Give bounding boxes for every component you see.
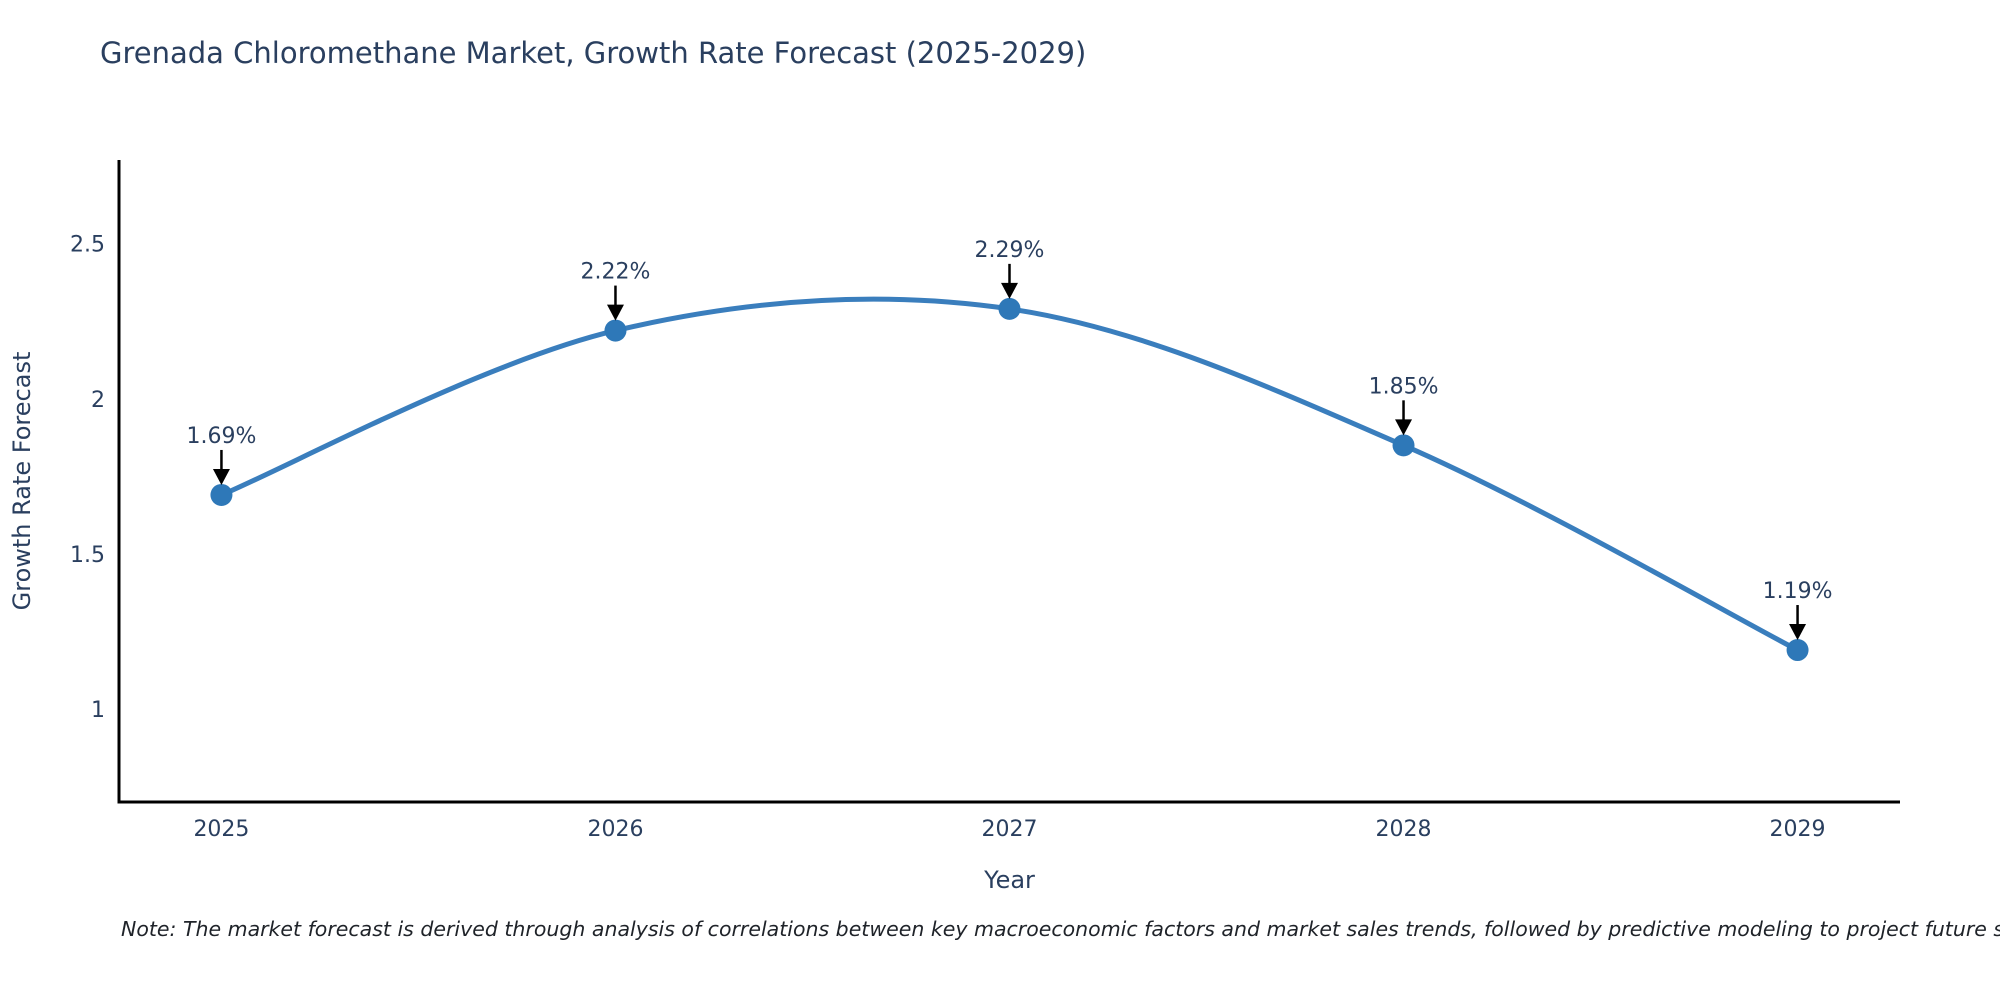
x-tick-label: 2025: [193, 817, 249, 842]
data-line: [218, 296, 1801, 653]
x-tick-label: 2028: [1376, 817, 1432, 842]
annotation-arrow-head: [1395, 419, 1413, 436]
y-tick-label: 2: [91, 388, 105, 413]
y-tick-label: 1.5: [70, 543, 105, 568]
data-point-marker: [210, 483, 233, 506]
axis-lines: [117, 160, 1900, 804]
y-tick-label: 2.5: [70, 233, 105, 258]
x-tick-label: 2027: [982, 817, 1038, 842]
annotation-label: 1.85%: [1369, 374, 1439, 399]
x-axis-title: Year: [983, 866, 1035, 894]
annotation-arrow-head: [212, 468, 230, 485]
annotation-label: 2.22%: [581, 260, 651, 285]
annotation-label: 1.19%: [1763, 579, 1833, 604]
x-tick-label: 2026: [587, 817, 643, 842]
annotation-label: 2.29%: [975, 238, 1045, 263]
footnote: Note: The market forecast is derived thr…: [121, 917, 2000, 941]
annotation-arrow-head: [1789, 624, 1807, 641]
y-tick-label: 1: [91, 698, 105, 723]
annotation-arrow-head: [1001, 282, 1018, 299]
x-tick-label: 2029: [1770, 817, 1826, 842]
data-point-marker: [604, 319, 627, 342]
annotation-label: 1.69%: [187, 424, 257, 449]
data-point-marker: [1786, 639, 1809, 662]
data-point-marker: [998, 297, 1021, 320]
annotation-arrow-head: [606, 304, 624, 321]
data-point-marker: [1392, 434, 1415, 457]
chart-title: Grenada Chloromethane Market, Growth Rat…: [100, 36, 1087, 70]
y-axis-title: Growth Rate Forecast: [8, 352, 36, 611]
